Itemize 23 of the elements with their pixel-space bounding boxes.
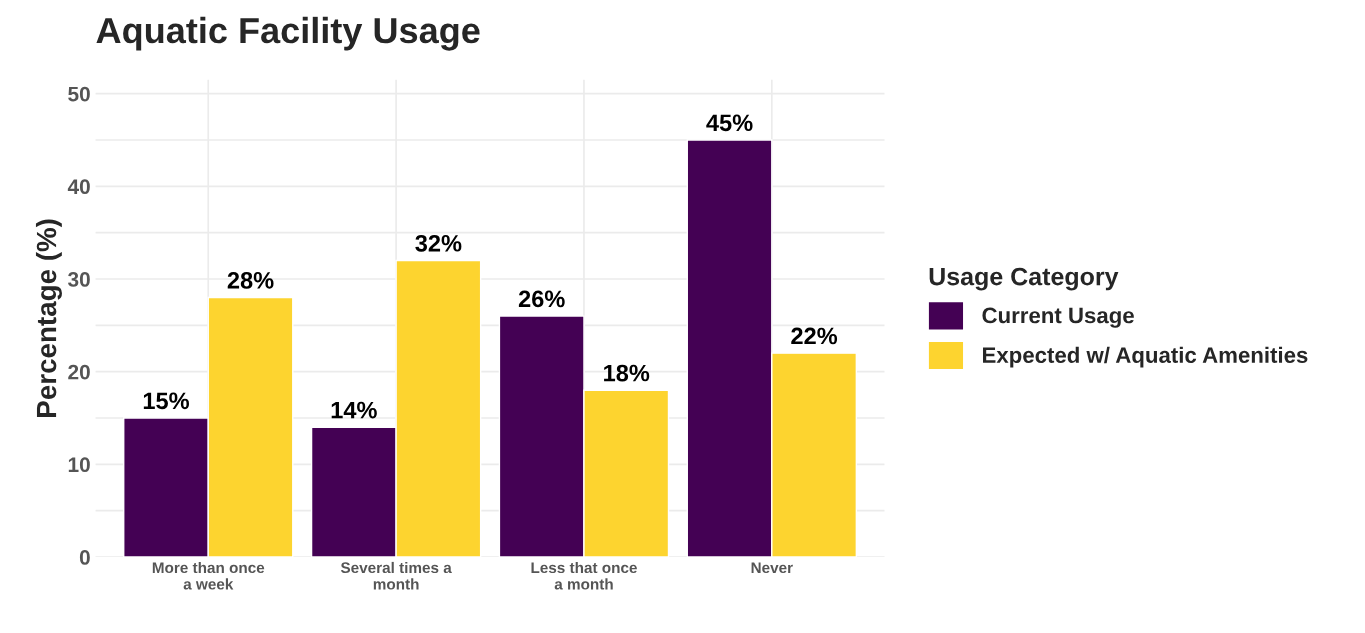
x-tick-label: Never — [751, 562, 793, 574]
y-tick-label: 0 — [79, 550, 90, 565]
data-label: 15% — [143, 392, 189, 410]
data-label: 45% — [706, 114, 753, 132]
x-tick-label: Less that once a month — [531, 561, 637, 590]
legend-label: Current Usage — [982, 307, 1134, 328]
chart-title: Aquatic Facility Usage — [96, 16, 480, 51]
data-label: 14% — [331, 401, 377, 419]
y-tick-label: 40 — [67, 179, 90, 195]
data-label: 26% — [518, 290, 565, 308]
y-tick-label: 30 — [68, 272, 90, 287]
y-axis-title: Percentage (%) — [35, 219, 62, 417]
y-tick-label: 10 — [68, 457, 90, 473]
y-tick-label: 50 — [68, 86, 90, 102]
y-tick-label: 20 — [68, 364, 90, 380]
x-tick-label: More than once a week — [152, 561, 265, 590]
data-label: 22% — [791, 327, 838, 345]
x-tick-label: Several times a month — [340, 561, 452, 590]
legend-title: Usage Category — [929, 267, 1119, 291]
legend-label: Expected w/ Aquatic Amenities — [983, 346, 1308, 368]
data-label: 18% — [604, 364, 650, 382]
data-label: 32% — [415, 234, 462, 252]
data-label: 28% — [227, 271, 274, 289]
